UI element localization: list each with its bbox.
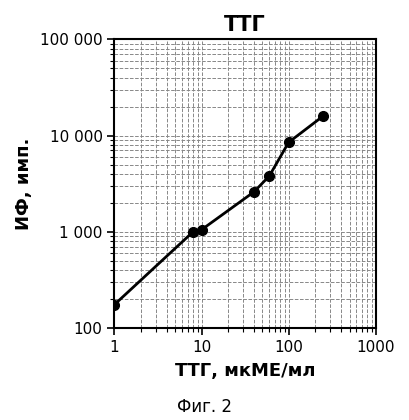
X-axis label: ТТГ, мкМЕ/мл: ТТГ, мкМЕ/мл [174, 362, 315, 380]
Title: ТТГ: ТТГ [224, 15, 265, 35]
Text: Фиг. 2: Фиг. 2 [177, 398, 232, 416]
Y-axis label: ИФ, имп.: ИФ, имп. [15, 137, 33, 230]
